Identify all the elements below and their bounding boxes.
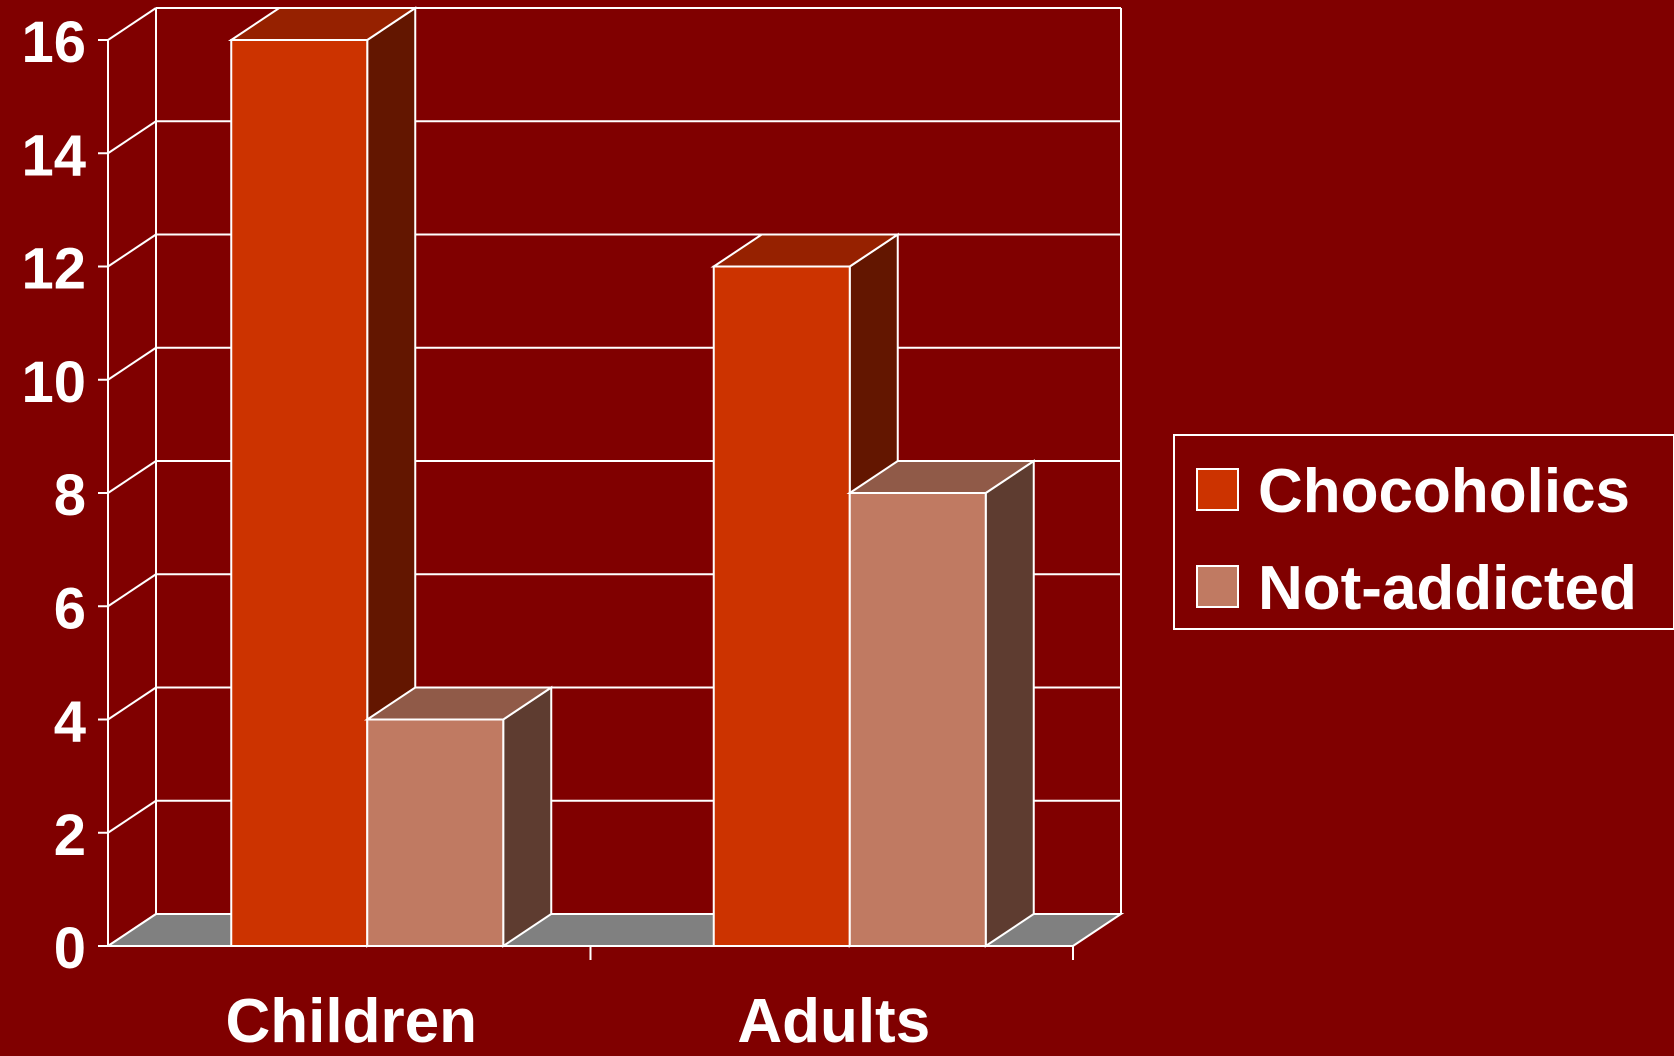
- bar-front-face: [848, 492, 987, 947]
- bar-side-face: [502, 685, 553, 948]
- legend-swatch-chocoholics: [1196, 468, 1239, 511]
- gridline-side-10: [107, 346, 157, 381]
- y-tick-label-14: 14: [21, 123, 86, 188]
- x-tick-label-adults: Adults: [737, 987, 930, 1051]
- x-tick-labels: Children Adults: [226, 987, 931, 1056]
- y-tick-label-12: 12: [21, 237, 86, 302]
- legend: Chocoholics Not-addicted: [1173, 434, 1674, 630]
- gridline-side-8: [107, 460, 157, 494]
- y-tick-label-0: 0: [54, 916, 86, 981]
- y-tick-labels: 0 2 4 6 8 10 12 14 16: [21, 10, 86, 981]
- y-tick-label-6: 6: [54, 576, 86, 641]
- bars: [227, 6, 1038, 948]
- bar-adults-not-addicted: [846, 459, 1038, 948]
- y-tick-label-4: 4: [54, 690, 86, 755]
- bar-front-face: [230, 39, 369, 947]
- legend-label-not-addicted: Not-addicted: [1258, 554, 1637, 623]
- y-tick-label-8: 8: [54, 463, 86, 528]
- x-tick-label-children: Children: [226, 987, 477, 1051]
- bar-front-face: [366, 718, 505, 947]
- y-tick-label-16: 16: [21, 10, 86, 75]
- gridline-side-14: [107, 120, 157, 155]
- gridline-side-4: [107, 686, 157, 721]
- bar-children-not-addicted: [363, 685, 555, 948]
- gridline-side-16: [107, 7, 157, 41]
- gridline-side-6: [107, 573, 157, 608]
- legend-label-chocoholics: Chocoholics: [1258, 457, 1630, 526]
- gridline-side-12: [107, 233, 157, 268]
- y-tick-label-10: 10: [21, 350, 86, 415]
- bar-front-face: [712, 265, 851, 947]
- legend-box: [1173, 434, 1674, 630]
- y-tick-label-2: 2: [54, 803, 86, 868]
- gridline-side-2: [107, 799, 157, 834]
- legend-swatch-not-addicted: [1196, 565, 1239, 608]
- bar-side-face: [984, 459, 1035, 948]
- axes: [98, 39, 1074, 960]
